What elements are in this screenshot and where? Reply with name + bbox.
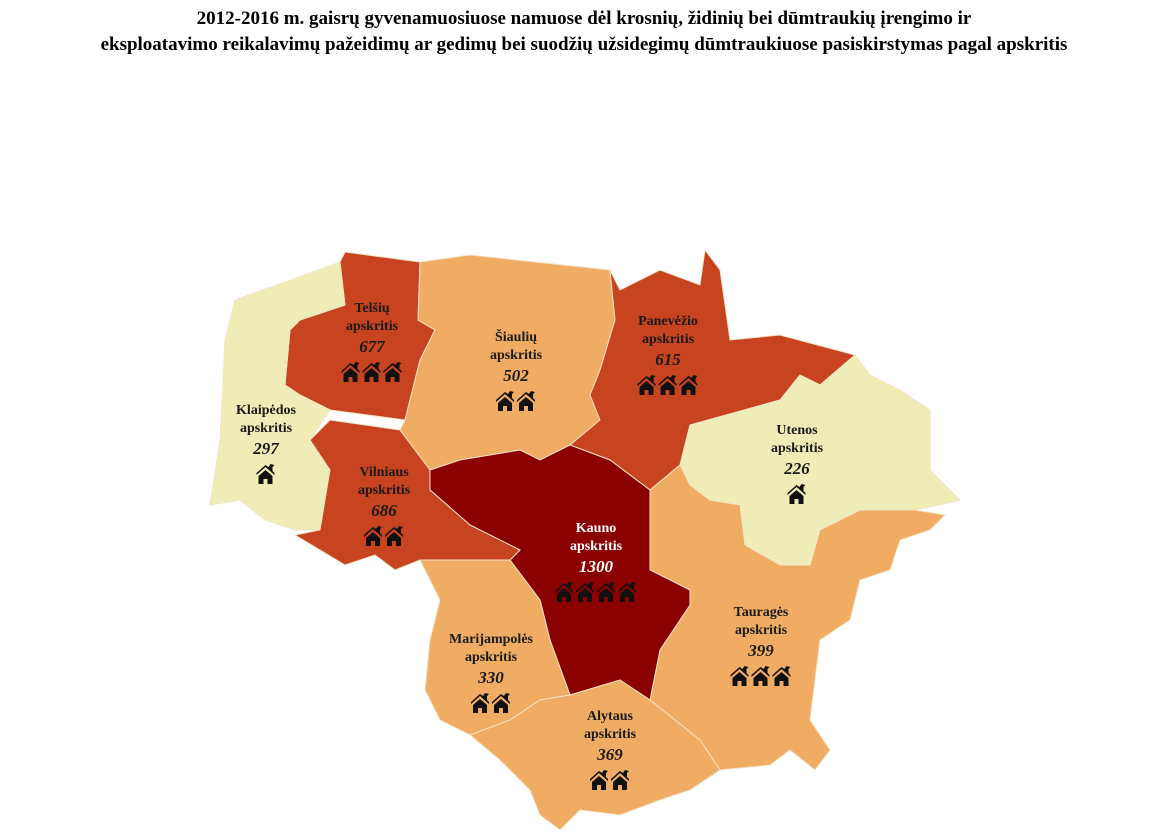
region-label: apskritis (584, 727, 637, 742)
region-label: apskritis (642, 332, 695, 347)
region-value: 615 (655, 350, 681, 369)
region-label: apskritis (771, 441, 824, 456)
region-value: 502 (503, 366, 529, 385)
region-label: Kauno (576, 521, 616, 536)
region-label: apskritis (465, 650, 518, 665)
title-line: 2012-2016 m. gaisrų gyvenamuosiuose namu… (197, 8, 972, 29)
region-label: apskritis (735, 623, 788, 638)
region (469, 679, 721, 831)
region-label: apskritis (358, 483, 411, 498)
region-label: Alytaus (587, 709, 633, 724)
region-value: 677 (359, 337, 386, 356)
region-value: 226 (783, 459, 810, 478)
region-value: 399 (747, 641, 774, 660)
title-line: eksploatavimo reikalavimų pažeidimų ar g… (101, 34, 1068, 55)
region-value: 297 (252, 439, 280, 458)
region-value: 369 (596, 745, 623, 764)
region-label: apskritis (490, 348, 543, 363)
region-label: apskritis (570, 539, 623, 554)
region-value: 330 (477, 668, 504, 687)
region-label: Panevėžio (638, 314, 698, 329)
region-label: Telšių (354, 301, 389, 316)
region-label: apskritis (240, 421, 293, 436)
region-value: 1300 (579, 557, 614, 576)
region-label: Tauragės (734, 605, 789, 620)
region-label: apskritis (346, 319, 399, 334)
region-value: 686 (371, 501, 397, 520)
region-label: Vilniaus (359, 465, 409, 480)
region-label: Utenos (776, 423, 818, 438)
region-label: Marijampolės (449, 632, 534, 647)
region-label: Šiaulių (495, 328, 537, 345)
region-label: Klaipėdos (236, 403, 296, 418)
